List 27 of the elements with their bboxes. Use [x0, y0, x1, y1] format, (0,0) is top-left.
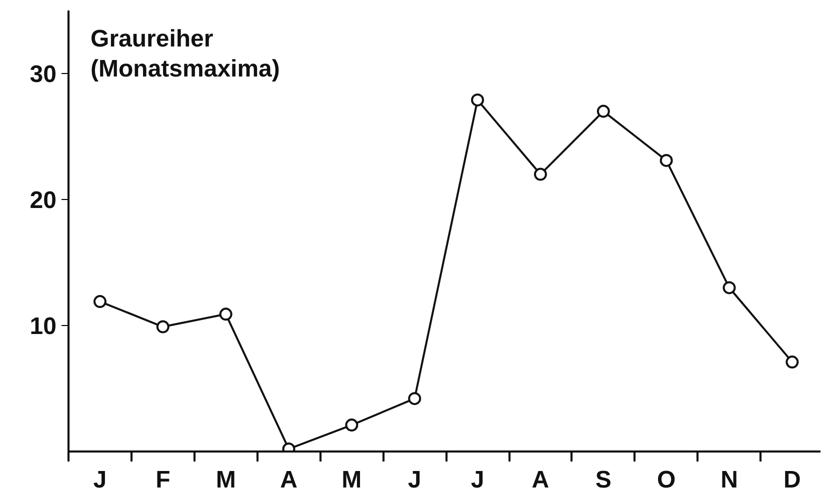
point	[156, 320, 170, 334]
point	[345, 418, 358, 432]
x-tick-label: A	[532, 466, 550, 494]
point	[660, 154, 673, 167]
x-tick-label: M	[216, 466, 236, 494]
point	[534, 168, 547, 181]
x-tick-label: D	[784, 466, 801, 494]
point	[722, 281, 736, 294]
x-tick-label: F	[156, 466, 170, 494]
text: Graureiher (Monatsmaxima)	[90, 26, 280, 82]
y-tick-label: 20	[30, 187, 57, 214]
x-tick-label: O	[656, 466, 676, 494]
point	[219, 308, 232, 321]
y-tick-label: 30	[30, 61, 57, 88]
point	[93, 295, 106, 308]
x-tick-label: J	[93, 466, 107, 494]
x-tick-label: A	[280, 466, 298, 494]
point	[408, 392, 422, 406]
x-tick-label: J	[408, 466, 422, 494]
y-tick-label: 10	[30, 313, 57, 340]
point	[786, 356, 799, 369]
x-tick-label: S	[595, 466, 612, 494]
point	[471, 93, 484, 106]
x-tick-label: M	[342, 466, 362, 494]
point	[596, 104, 610, 118]
x-tick-label: J	[470, 466, 484, 494]
x-tick-label: N	[720, 466, 738, 494]
